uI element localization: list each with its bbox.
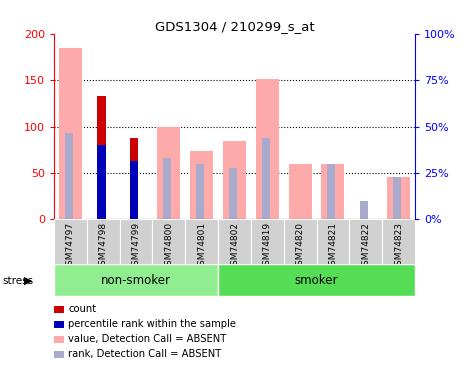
Bar <box>54 219 87 264</box>
Text: GSM74820: GSM74820 <box>295 222 305 271</box>
Text: GSM74819: GSM74819 <box>263 222 272 271</box>
Bar <box>393 177 401 219</box>
Bar <box>130 161 138 219</box>
Text: ▶: ▶ <box>24 276 33 285</box>
Bar <box>190 151 213 219</box>
Bar <box>218 219 251 264</box>
Text: stress: stress <box>2 276 33 285</box>
Bar <box>98 96 106 219</box>
Text: GSM74822: GSM74822 <box>361 222 371 271</box>
Bar <box>120 219 152 264</box>
Text: smoker: smoker <box>295 274 338 287</box>
Bar <box>87 219 120 264</box>
Bar <box>59 48 82 219</box>
Text: GSM74802: GSM74802 <box>230 222 239 271</box>
Text: GSM74821: GSM74821 <box>328 222 338 271</box>
Bar <box>284 219 317 264</box>
Bar <box>256 79 279 219</box>
Text: GSM74801: GSM74801 <box>197 222 206 271</box>
Text: GSM74798: GSM74798 <box>98 222 108 271</box>
Bar <box>196 164 204 219</box>
Bar <box>360 201 368 219</box>
Bar <box>327 164 335 219</box>
Bar <box>54 264 218 296</box>
Bar <box>317 219 349 264</box>
Text: GSM74797: GSM74797 <box>66 222 75 271</box>
Text: non-smoker: non-smoker <box>101 274 171 287</box>
Bar <box>223 141 246 219</box>
Text: count: count <box>68 304 96 314</box>
Bar <box>218 264 415 296</box>
Bar <box>262 138 270 219</box>
Bar <box>130 138 138 219</box>
Bar <box>98 145 106 219</box>
Bar <box>387 177 410 219</box>
Bar <box>65 133 73 219</box>
Text: percentile rank within the sample: percentile rank within the sample <box>68 320 236 329</box>
Bar <box>152 219 185 264</box>
Bar <box>163 158 171 219</box>
Bar <box>229 168 237 219</box>
Text: GSM74800: GSM74800 <box>164 222 174 271</box>
Bar <box>288 164 311 219</box>
Bar <box>321 164 344 219</box>
Bar <box>349 219 382 264</box>
Text: value, Detection Call = ABSENT: value, Detection Call = ABSENT <box>68 334 226 344</box>
Bar <box>185 219 218 264</box>
Title: GDS1304 / 210299_s_at: GDS1304 / 210299_s_at <box>155 20 314 33</box>
Text: rank, Detection Call = ABSENT: rank, Detection Call = ABSENT <box>68 350 221 359</box>
Bar <box>251 219 284 264</box>
Text: GSM74823: GSM74823 <box>394 222 403 271</box>
Bar <box>382 219 415 264</box>
Bar <box>157 128 180 219</box>
Text: GSM74799: GSM74799 <box>131 222 141 271</box>
